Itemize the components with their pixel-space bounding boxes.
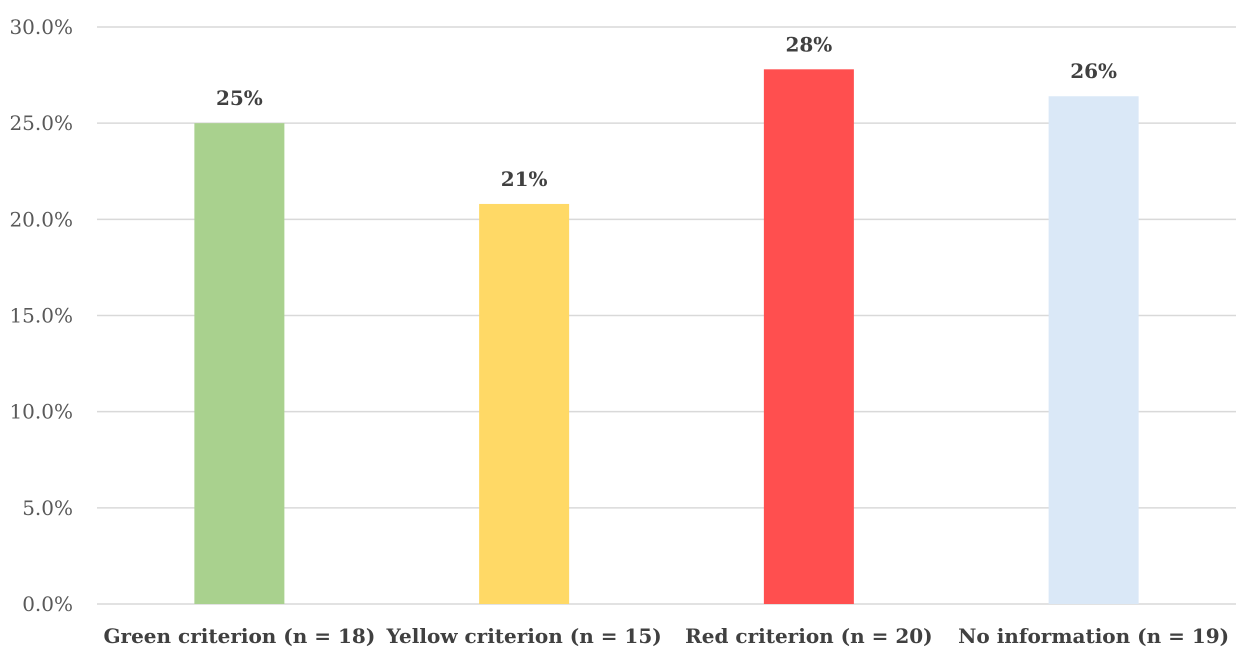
category-label: Green criterion (n = 18) xyxy=(103,624,375,648)
y-tick-label: 30.0% xyxy=(9,15,73,39)
y-tick-label: 15.0% xyxy=(9,304,73,328)
bar xyxy=(479,204,569,604)
category-label: Red criterion (n = 20) xyxy=(685,624,933,648)
bar xyxy=(1049,96,1139,604)
data-label: 26% xyxy=(1070,59,1117,83)
bar xyxy=(764,69,854,604)
bars xyxy=(194,69,1138,604)
bar xyxy=(194,123,284,604)
data-label: 25% xyxy=(216,86,263,110)
category-label: Yellow criterion (n = 15) xyxy=(386,624,662,648)
y-tick-label: 5.0% xyxy=(22,496,73,520)
y-axis-tick-labels: 0.0% 5.0% 10.0% 15.0% 20.0% 25.0% 30.0% xyxy=(9,15,73,616)
data-label: 28% xyxy=(785,32,832,56)
data-labels: 25% 21% 28% 26% xyxy=(216,32,1117,191)
y-tick-label: 10.0% xyxy=(9,400,73,424)
x-axis-category-labels: Green criterion (n = 18) Yellow criterion… xyxy=(103,624,1229,648)
y-tick-label: 25.0% xyxy=(9,111,73,135)
category-label: No information (n = 19) xyxy=(958,624,1229,648)
y-tick-label: 0.0% xyxy=(22,592,73,616)
data-label: 21% xyxy=(501,167,548,191)
y-tick-label: 20.0% xyxy=(9,207,73,231)
